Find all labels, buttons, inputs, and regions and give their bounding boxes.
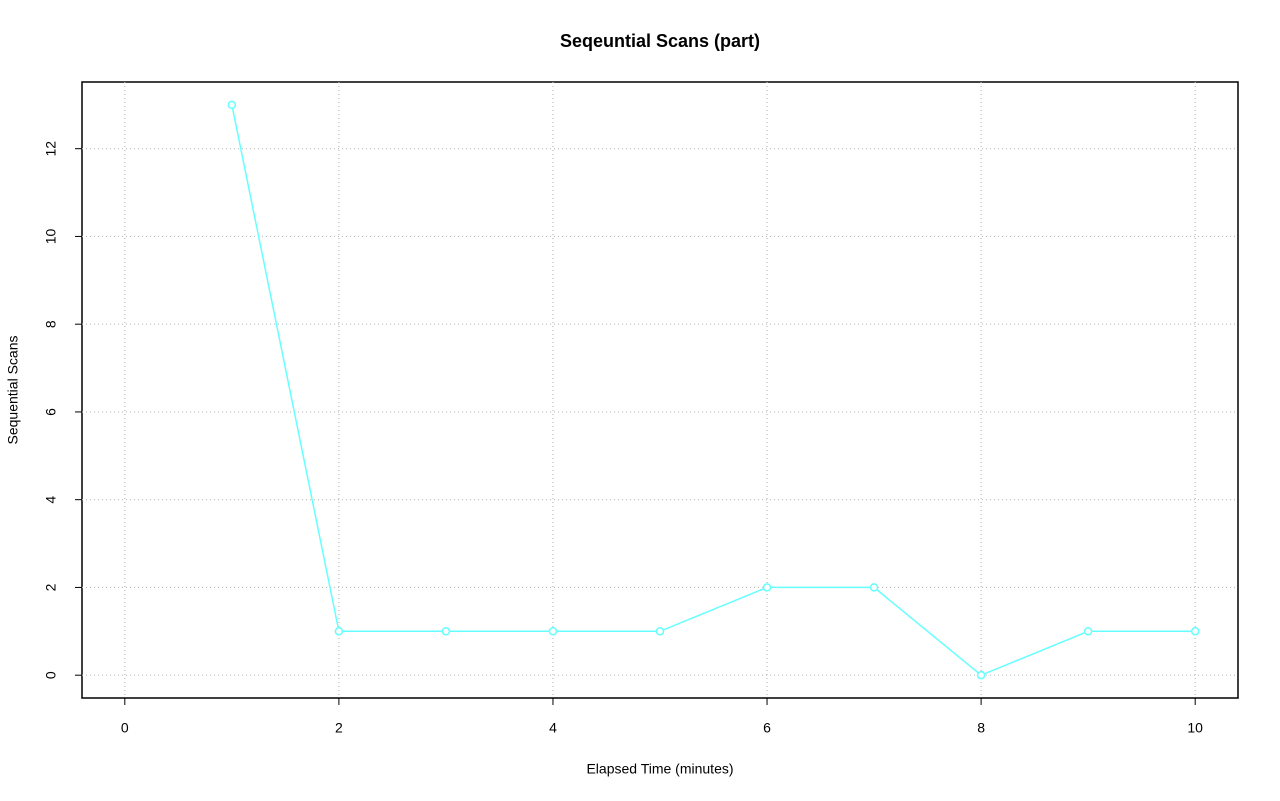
data-point bbox=[869, 583, 879, 592]
y-tick-label: 2 bbox=[43, 583, 59, 591]
series-line bbox=[231, 104, 1196, 677]
x-tick-label: 10 bbox=[1187, 720, 1203, 736]
x-axis-label: Elapsed Time (minutes) bbox=[586, 761, 733, 777]
x-tick-label: 0 bbox=[121, 720, 129, 736]
x-tick-label: 2 bbox=[335, 720, 343, 736]
y-axis-label: Sequential Scans bbox=[5, 336, 21, 445]
data-point bbox=[762, 583, 772, 592]
y-tick-label: 4 bbox=[43, 496, 59, 504]
y-tick-label: 0 bbox=[43, 671, 59, 679]
x-tick-label: 6 bbox=[763, 720, 771, 736]
y-tick-label: 6 bbox=[43, 408, 59, 416]
data-point bbox=[1190, 627, 1200, 636]
chart-title: Seqeuntial Scans (part) bbox=[560, 31, 760, 51]
data-point bbox=[441, 627, 451, 636]
plot-frame bbox=[81, 81, 1239, 699]
data-point bbox=[1083, 627, 1093, 636]
y-tick-label: 10 bbox=[43, 228, 59, 244]
data-point bbox=[548, 627, 558, 636]
data-point bbox=[976, 670, 986, 680]
data-point bbox=[334, 627, 344, 636]
y-tick-label: 8 bbox=[43, 320, 59, 328]
x-tick-label: 4 bbox=[549, 720, 557, 736]
data-point bbox=[655, 627, 665, 636]
y-tick-label: 12 bbox=[43, 141, 59, 157]
data-point bbox=[227, 100, 237, 110]
x-tick-label: 8 bbox=[977, 720, 985, 736]
